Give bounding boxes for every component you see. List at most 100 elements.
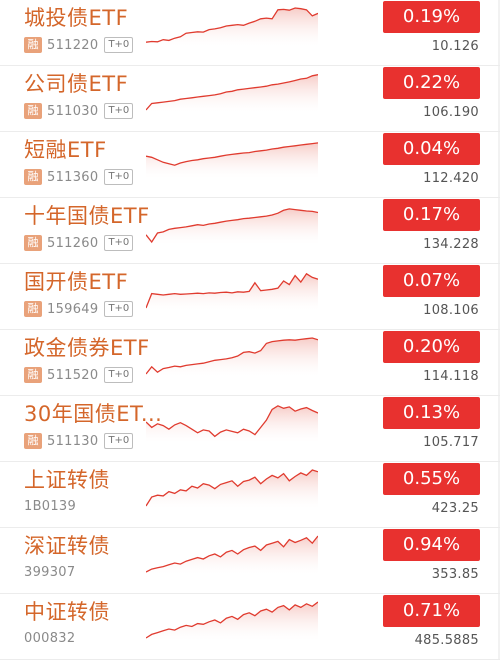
fund-meta: 000832	[24, 631, 81, 646]
margin-badge: 融	[24, 367, 42, 383]
t0-badge: T+0	[104, 367, 134, 383]
price-value: 112.420	[423, 171, 479, 186]
list-item[interactable]: 十年国债ETF 融 511260 T+0 0.17% 134.228	[0, 198, 500, 264]
list-item[interactable]: 30年国债ET... 融 511130 T+0 0.13% 105.717	[0, 396, 500, 462]
fund-code: 511260	[47, 235, 99, 251]
sparkline-chart	[146, 7, 318, 46]
list-item[interactable]: 短融ETF 融 511360 T+0 0.04% 112.420	[0, 132, 500, 198]
list-item[interactable]: 上证转债 1B0139 0.55% 423.25	[0, 462, 500, 528]
sparkline-area	[146, 338, 318, 376]
sparkline-line	[146, 272, 318, 309]
list-item[interactable]: 政金债券ETF 融 511520 T+0 0.20% 114.118	[0, 330, 500, 396]
price-value: 108.106	[423, 303, 479, 318]
price-value: 423.25	[431, 501, 479, 516]
margin-badge: 融	[24, 235, 42, 251]
sparkline-chart	[146, 535, 318, 574]
margin-badge: 融	[24, 103, 42, 119]
fund-meta: 399307	[24, 565, 81, 580]
fund-meta: 融 511220 T+0	[24, 37, 134, 53]
right-divider	[498, 396, 500, 461]
fund-code: 511220	[47, 37, 99, 53]
right-divider	[498, 132, 500, 197]
list-item[interactable]: 公司债ETF 融 511030 T+0 0.22% 106.190	[0, 66, 500, 132]
change-percent-badge[interactable]: 0.20%	[383, 331, 480, 363]
change-percent-badge[interactable]: 0.04%	[383, 133, 480, 165]
sparkline-area	[146, 405, 318, 442]
change-percent-badge[interactable]: 0.71%	[383, 595, 480, 627]
t0-badge: T+0	[104, 301, 134, 317]
sparkline-line	[146, 601, 318, 639]
fund-name: 深证转债	[24, 534, 110, 558]
change-percent-badge[interactable]: 0.55%	[383, 463, 480, 495]
fund-name: 国开债ETF	[24, 270, 129, 294]
change-percent-badge[interactable]: 0.13%	[383, 397, 480, 429]
fund-code: 1B0139	[24, 499, 77, 514]
price-value: 353.85	[431, 567, 479, 582]
sparkline-area	[146, 602, 318, 640]
fund-name: 十年国债ETF	[24, 204, 150, 228]
t0-badge: T+0	[104, 169, 134, 185]
change-percent-badge[interactable]: 0.07%	[383, 265, 480, 297]
t0-badge: T+0	[104, 235, 134, 251]
sparkline-chart	[146, 74, 318, 112]
fund-name: 公司债ETF	[24, 72, 129, 96]
fund-code: 511520	[47, 367, 99, 383]
right-divider	[498, 462, 500, 527]
sparkline-line	[146, 208, 318, 244]
fund-meta: 融 511130 T+0	[24, 433, 134, 449]
sparkline-chart	[146, 208, 318, 244]
list-item[interactable]: 深证转债 399307 0.94% 353.85	[0, 528, 500, 594]
margin-badge: 融	[24, 301, 42, 317]
sparkline-area	[146, 74, 318, 112]
sparkline-area	[146, 8, 318, 46]
fund-meta: 1B0139	[24, 499, 82, 514]
fund-name: 短融ETF	[24, 138, 107, 162]
fund-name: 中证转债	[24, 600, 110, 624]
price-value: 134.228	[423, 237, 479, 252]
price-value: 485.5885	[414, 633, 479, 648]
fund-meta: 融 511520 T+0	[24, 367, 134, 383]
price-value: 114.118	[423, 369, 479, 384]
sparkline-chart	[146, 469, 318, 508]
fund-code: 399307	[24, 565, 76, 580]
sparkline-area	[146, 142, 318, 178]
fund-code: 511360	[47, 169, 99, 185]
fund-name: 政金债券ETF	[24, 336, 150, 360]
fund-code: 511030	[47, 103, 99, 119]
change-percent-badge[interactable]: 0.94%	[383, 529, 480, 561]
list-item[interactable]: 中证转债 000832 0.71% 485.5885	[0, 594, 500, 660]
change-percent-badge[interactable]: 0.22%	[383, 67, 480, 99]
price-value: 106.190	[423, 105, 479, 120]
fund-name: 30年国债ET...	[24, 402, 163, 426]
right-divider	[498, 330, 500, 395]
list-item[interactable]: 国开债ETF 融 159649 T+0 0.07% 108.106	[0, 264, 500, 330]
right-divider	[498, 264, 500, 329]
price-value: 105.717	[423, 435, 479, 450]
right-divider	[498, 66, 500, 131]
sparkline-area	[146, 273, 318, 310]
change-percent-badge[interactable]: 0.19%	[383, 1, 480, 33]
sparkline-chart	[146, 337, 318, 376]
sparkline-line	[146, 405, 318, 438]
margin-badge: 融	[24, 433, 42, 449]
sparkline-chart	[146, 142, 318, 178]
sparkline-chart	[146, 272, 318, 310]
right-divider	[498, 0, 500, 65]
fund-meta: 融 511260 T+0	[24, 235, 134, 251]
sparkline-line	[146, 7, 318, 43]
margin-badge: 融	[24, 169, 42, 185]
fund-meta: 融 511360 T+0	[24, 169, 134, 185]
t0-badge: T+0	[104, 433, 134, 449]
fund-name: 上证转债	[24, 468, 110, 492]
sparkline-line	[146, 142, 318, 166]
price-value: 10.126	[431, 39, 479, 54]
sparkline-line	[146, 74, 318, 111]
right-divider	[498, 594, 500, 659]
t0-badge: T+0	[104, 103, 134, 119]
t0-badge: T+0	[104, 37, 134, 53]
change-percent-badge[interactable]: 0.17%	[383, 199, 480, 231]
margin-badge: 融	[24, 37, 42, 53]
list-item[interactable]: 城投债ETF 融 511220 T+0 0.19% 10.126	[0, 0, 500, 66]
sparkline-line	[146, 469, 318, 507]
